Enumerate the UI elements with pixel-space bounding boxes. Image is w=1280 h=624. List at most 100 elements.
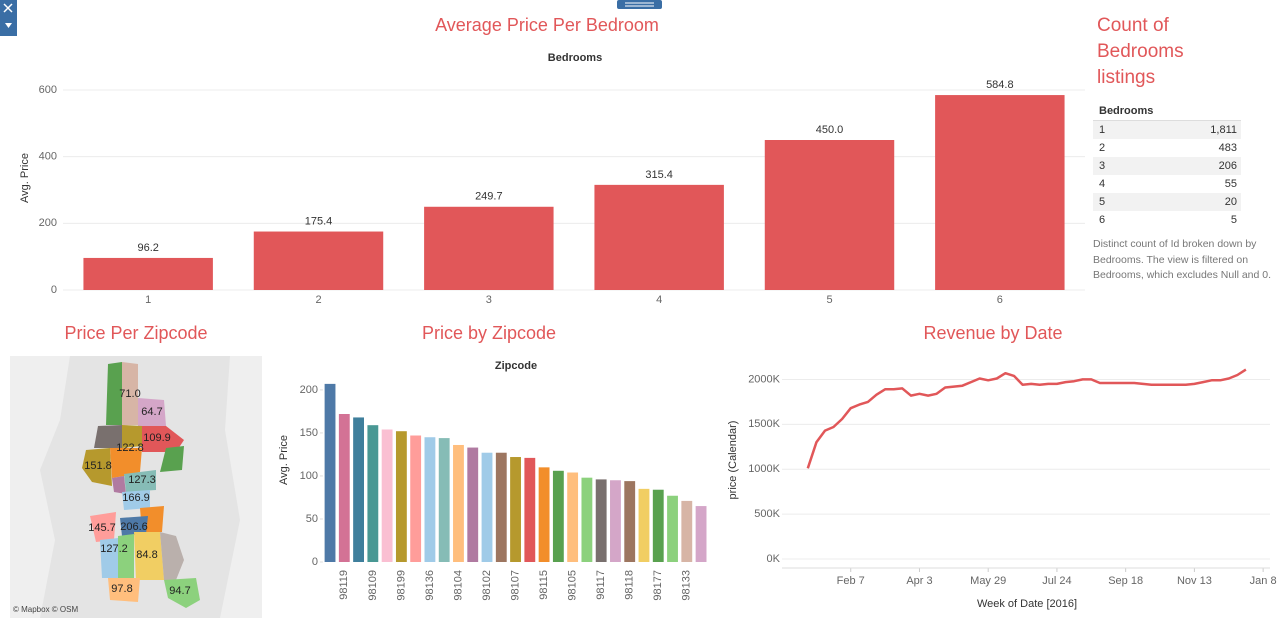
map-label: 151.8	[84, 460, 112, 472]
region	[112, 476, 126, 494]
close-icon[interactable]	[3, 3, 13, 13]
region	[110, 448, 142, 478]
bar	[481, 452, 493, 562]
x-tick-label: Apr 3	[906, 575, 932, 587]
x-axis-label: Bedrooms	[548, 52, 602, 64]
y-tick-label: 100	[300, 470, 318, 482]
table-cell: 3	[1099, 160, 1106, 172]
dropdown-icon[interactable]	[5, 23, 12, 28]
table-cell: 483	[1218, 142, 1237, 154]
bar	[453, 444, 464, 562]
region	[160, 532, 184, 580]
table-cell: 1,811	[1210, 124, 1237, 136]
bar	[594, 184, 724, 290]
x-tick-label: 6	[997, 294, 1003, 306]
y-tick-label: 200	[300, 384, 318, 396]
x-tick-label: May 29	[970, 575, 1006, 587]
x-tick-label: 98119	[338, 570, 350, 600]
bar	[552, 470, 564, 562]
x-tick-label: 98177	[652, 570, 664, 601]
table-row: 3 206	[1093, 157, 1241, 175]
y-tick-label: 0K	[767, 553, 781, 565]
map-label: 127.2	[100, 543, 128, 555]
table-row: 5 20	[1093, 193, 1241, 211]
map-label: 145.7	[88, 522, 116, 534]
bar	[595, 479, 607, 562]
y-tick-label: 1000K	[748, 463, 780, 475]
table-cell: 5	[1099, 196, 1106, 208]
menu-tab[interactable]	[617, 0, 662, 9]
value-label: 450.0	[816, 124, 844, 136]
x-tick-label: Jul 24	[1042, 575, 1071, 587]
map	[10, 356, 262, 618]
x-tick-label: 98133	[681, 570, 693, 601]
region	[100, 538, 118, 578]
table-row: 4 55	[1093, 175, 1241, 193]
y-tick-label: 1500K	[748, 418, 780, 430]
x-tick-label: 98115	[538, 570, 550, 600]
bar	[253, 231, 384, 290]
table-row: 2 483	[1093, 139, 1241, 157]
region	[106, 362, 122, 425]
bar	[438, 438, 450, 562]
region	[108, 578, 140, 602]
water	[220, 356, 262, 618]
y-tick-label: 200	[39, 217, 57, 229]
x-tick-label: 98109	[367, 570, 379, 601]
table-header: Bedrooms	[1093, 102, 1241, 121]
x-tick-label: Feb 7	[837, 575, 865, 587]
count-table: Bedrooms 1 1,811 2 483 3 206 4 55 5 20 6 5	[1093, 102, 1241, 229]
bar	[381, 429, 393, 562]
bar	[581, 477, 593, 562]
region	[120, 516, 148, 536]
map-attribution: © Mapbox © OSM	[13, 605, 78, 614]
region	[164, 578, 200, 608]
bar	[324, 383, 336, 562]
bar	[524, 457, 536, 562]
x-tick-label: 98199	[395, 570, 407, 601]
bar	[638, 488, 650, 562]
x-tick-label: 98118	[624, 570, 636, 600]
bar	[538, 467, 550, 562]
menu-icon	[625, 2, 654, 7]
region	[82, 448, 112, 486]
water	[10, 356, 70, 618]
table-cell: 1	[1099, 124, 1106, 136]
bar	[338, 414, 350, 562]
value-label: 315.4	[645, 169, 673, 181]
toolbar-button[interactable]	[0, 0, 17, 36]
region	[94, 425, 122, 448]
region	[142, 426, 184, 452]
x-tick-label: 2	[315, 294, 321, 306]
map-label: 127.3	[128, 474, 156, 486]
x-axis-label: Zipcode	[495, 360, 537, 372]
map-label: 64.7	[141, 406, 162, 418]
x-tick-label: Jan 8	[1250, 575, 1277, 587]
x-tick-label: 4	[656, 294, 662, 306]
y-tick-label: 400	[39, 151, 57, 163]
bar	[610, 480, 621, 562]
y-axis-label: Avg. Price	[19, 153, 31, 203]
value-label: 96.2	[137, 242, 158, 254]
x-tick-label: 98102	[481, 570, 493, 601]
y-tick-label: 50	[306, 513, 318, 525]
table-title: Count of Bedrooms listings	[1097, 15, 1184, 88]
map-label: 166.9	[122, 492, 150, 504]
region	[122, 490, 150, 510]
y-tick-label: 0	[51, 284, 57, 296]
bar	[495, 452, 507, 562]
x-tick-label: 98117	[595, 570, 607, 600]
bar	[567, 472, 579, 562]
table-caption: Distinct count of Id broken down by Bedr…	[1093, 238, 1272, 281]
x-tick-label: 98104	[452, 570, 464, 601]
x-axis-label: Week of Date [2016]	[977, 598, 1077, 610]
map-label: 122.8	[116, 442, 144, 454]
bar	[764, 140, 895, 290]
bar	[652, 489, 664, 562]
map-label: 84.8	[136, 549, 157, 561]
value-label: 249.7	[475, 191, 503, 203]
bar	[667, 495, 678, 562]
chart-title: Average Price Per Bedroom	[435, 15, 659, 35]
